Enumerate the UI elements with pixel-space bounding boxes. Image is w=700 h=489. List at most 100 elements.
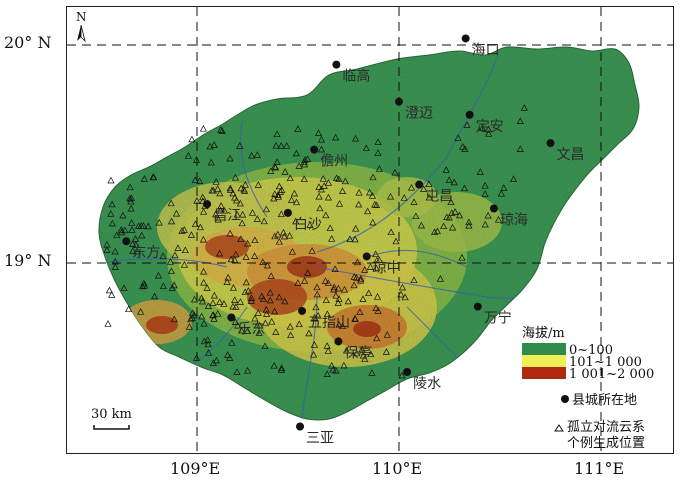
convection-marker — [241, 187, 249, 194]
county-seat-dot — [415, 180, 424, 189]
convection-marker — [258, 292, 266, 300]
convection-marker — [294, 125, 302, 132]
convection-marker — [323, 310, 331, 318]
convection-marker — [481, 220, 489, 228]
convection-marker — [237, 184, 245, 192]
convection-marker — [263, 310, 271, 317]
convection-marker — [233, 196, 241, 204]
city-label: 临高 — [342, 68, 370, 85]
convection-marker — [461, 145, 469, 152]
convection-marker — [301, 277, 309, 284]
convection-marker — [140, 279, 148, 287]
convection-marker — [334, 299, 342, 306]
convection-marker — [330, 285, 338, 293]
convection-marker — [326, 224, 334, 232]
latitude-label: 19° N — [4, 251, 52, 270]
convection-marker — [324, 347, 332, 354]
convection-marker — [373, 334, 381, 342]
convection-marker — [323, 370, 331, 377]
longitude-label: 110°E — [372, 459, 423, 478]
convection-marker — [231, 296, 239, 303]
convection-marker — [266, 288, 274, 296]
convection-marker — [119, 211, 127, 219]
city-label: 琼中 — [373, 260, 401, 276]
convection-marker — [400, 194, 408, 201]
convection-marker — [312, 303, 320, 311]
convection-marker — [280, 232, 288, 240]
convection-marker — [263, 261, 271, 269]
convection-marker — [187, 315, 195, 323]
convection-marker — [233, 368, 241, 375]
legend-triangle-icon — [554, 424, 564, 432]
scale-bar: 30 km — [91, 407, 132, 430]
convection-marker — [137, 308, 145, 315]
convection-marker — [286, 231, 294, 239]
convection-marker — [129, 247, 137, 255]
convection-marker — [277, 210, 285, 218]
convection-marker — [319, 175, 327, 182]
convection-marker — [323, 342, 331, 349]
north-arrow-icon — [77, 25, 81, 41]
scale-bar-label: 30 km — [91, 407, 132, 422]
convection-marker — [516, 145, 524, 152]
convection-marker — [281, 168, 289, 175]
convection-marker — [391, 168, 399, 176]
convection-marker — [166, 258, 175, 265]
legend-convection-label-2: 个例生成位置 — [567, 436, 645, 451]
convection-marker — [151, 292, 159, 300]
convection-marker — [181, 246, 189, 254]
convection-marker — [387, 228, 395, 236]
convection-marker — [292, 198, 301, 206]
convection-marker — [324, 279, 332, 287]
convection-marker — [104, 320, 112, 327]
convection-marker — [320, 182, 328, 189]
city-label: 昌江 — [213, 208, 241, 224]
convection-marker — [271, 162, 279, 170]
convection-marker — [274, 230, 282, 238]
convection-marker — [352, 134, 360, 142]
convection-marker — [270, 194, 278, 202]
convection-marker — [231, 318, 239, 325]
convection-marker — [207, 158, 215, 166]
convection-marker — [199, 124, 207, 132]
convection-marker — [254, 309, 262, 316]
convection-marker — [244, 327, 252, 334]
convection-marker — [210, 141, 218, 148]
convection-marker — [324, 179, 332, 186]
convection-marker — [352, 224, 360, 232]
convection-marker — [262, 205, 270, 213]
convection-marker — [290, 189, 298, 197]
convection-marker — [203, 284, 211, 291]
convection-marker — [128, 226, 136, 233]
convection-marker — [478, 124, 486, 132]
convection-marker — [361, 355, 369, 363]
convection-marker — [281, 297, 289, 305]
convection-marker — [210, 315, 218, 322]
convection-marker — [167, 217, 176, 225]
convection-marker — [180, 226, 188, 233]
city-label: 澄迈 — [405, 106, 433, 122]
city-label: 三亚 — [306, 431, 334, 447]
convection-marker — [127, 194, 135, 202]
convection-marker — [341, 177, 349, 185]
county-seat-dot — [283, 208, 292, 217]
convection-marker — [313, 290, 321, 298]
convection-marker — [338, 187, 347, 194]
convection-marker — [509, 175, 518, 182]
convection-marker — [170, 315, 178, 323]
convection-marker — [209, 311, 217, 318]
convection-marker — [314, 311, 322, 319]
city-label: 白沙 — [294, 217, 322, 233]
convection-marker — [209, 186, 217, 194]
convection-marker — [328, 361, 336, 369]
latitude-label: 20° N — [4, 33, 52, 52]
convection-marker — [271, 232, 279, 240]
city-label: 保亭 — [344, 344, 372, 361]
convection-marker — [335, 295, 343, 302]
convection-marker — [129, 240, 137, 247]
convection-marker — [199, 197, 207, 204]
convection-marker — [233, 210, 241, 218]
convection-marker — [300, 175, 308, 183]
convection-marker — [103, 246, 111, 253]
convection-marker — [335, 320, 343, 328]
